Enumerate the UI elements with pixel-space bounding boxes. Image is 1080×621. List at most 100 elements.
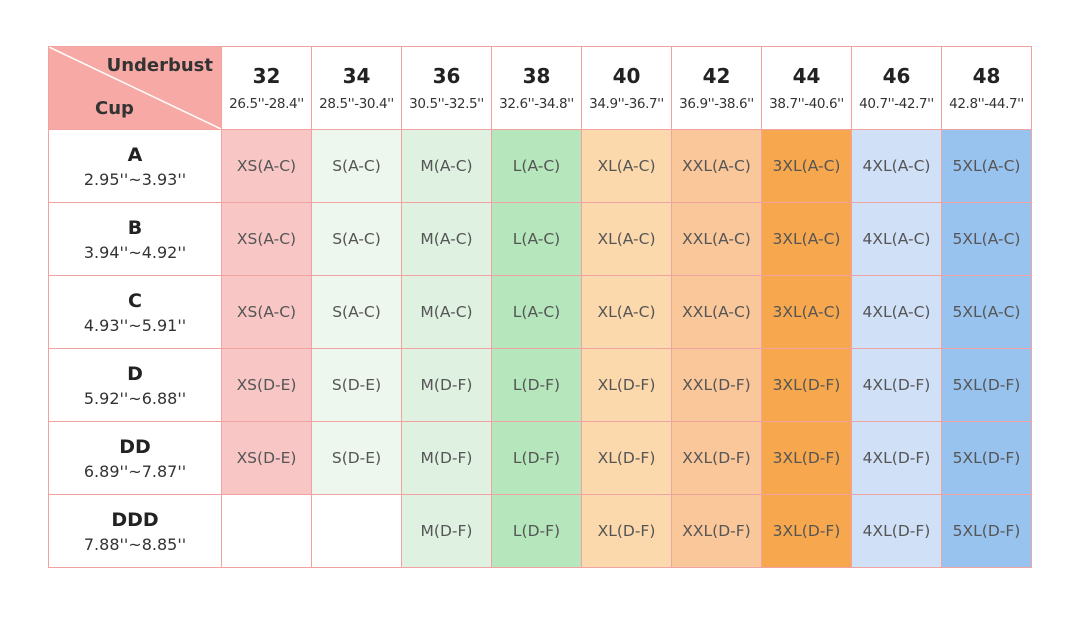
cup-range: 6.89''~7.87'' [83,461,187,481]
empty-cell [221,494,312,568]
size-cell: XS(D-E) [221,421,312,495]
size-cell: L(A-C) [491,129,582,203]
header-cell: 44 38.7''-40.6'' [761,46,852,130]
size-cell: 3XL(A-C) [761,129,852,203]
underbust-range: 28.5''-30.4'' [319,96,394,112]
cup-range: 3.94''~4.92'' [83,242,187,262]
size-cell: M(A-C) [401,275,492,349]
size-cell: S(D-E) [311,421,402,495]
size-cell: 3XL(D-F) [761,348,852,422]
size: 42 [702,64,731,88]
underbust-range: 34.9''-36.7'' [589,96,664,112]
cup-cell: C 4.93''~5.91'' [48,275,222,349]
size-cell: 4XL(D-F) [851,494,942,568]
size-cell: XXL(A-C) [671,275,762,349]
header-cell: 40 34.9''-36.7'' [581,46,672,130]
underbust-range: 30.5''-32.5'' [409,96,484,112]
size-cell: 5XL(A-C) [941,129,1032,203]
cup-range: 4.93''~5.91'' [83,315,187,335]
cup-range: 7.88''~8.85'' [83,534,187,554]
diagonal [49,47,221,129]
size-cell: XL(A-C) [581,129,672,203]
size-cell: XXL(D-F) [671,494,762,568]
size-cell: L(D-F) [491,494,582,568]
size-cell: 4XL(A-C) [851,129,942,203]
size: 34 [342,64,371,88]
cup-cell: D 5.92''~6.88'' [48,348,222,422]
size-cell: 5XL(D-F) [941,421,1032,495]
size-cell: M(A-C) [401,202,492,276]
size-cell: XL(D-F) [581,421,672,495]
corner-cell: Underbust Cup [48,46,222,130]
size-cell: 3XL(D-F) [761,494,852,568]
size-cell: L(D-F) [491,421,582,495]
cup-range: 2.95''~3.93'' [83,169,187,189]
underbust-range: 38.7''-40.6'' [769,96,844,112]
size-cell: 3XL(D-F) [761,421,852,495]
size-cell: 5XL(D-F) [941,494,1032,568]
header-cell: 32 26.5''-28.4'' [221,46,312,130]
header-cell: 42 36.9''-38.6'' [671,46,762,130]
row: DD 6.89''~7.87'' XS(D-E) S(D-E) M(D-F) L(D-F)… [48,421,1032,495]
size-cell: XXL(A-C) [671,129,762,203]
size-cell: XS(A-C) [221,129,312,203]
size-cell: XL(A-C) [581,275,672,349]
size-cell: L(D-F) [491,348,582,422]
size-cell: 3XL(A-C) [761,202,852,276]
size: 44 [792,64,821,88]
cup-range: 5.92''~6.88'' [83,388,187,408]
row: C 4.93''~5.91'' XS(A-C) S(A-C) M(A-C) L(A-C) X… [48,275,1032,349]
size-cell: L(A-C) [491,202,582,276]
size-cell: XXL(A-C) [671,202,762,276]
size: 38 [522,64,551,88]
underbust-range: 36.9''-38.6'' [679,96,754,112]
cup-name: C [128,289,142,312]
size-cell: M(D-F) [401,421,492,495]
size-cell: XL(D-F) [581,494,672,568]
size-cell: M(D-F) [401,348,492,422]
size-cell: XXL(D-F) [671,348,762,422]
size: 32 [252,64,281,88]
size-cell: S(D-E) [311,348,402,422]
underbust-range: 32.6''-34.8'' [499,96,574,112]
size-cell: M(D-F) [401,494,492,568]
cup-label: Cup [95,98,134,119]
size-cell: XS(A-C) [221,202,312,276]
header-cell: 48 42.8''-44.7'' [941,46,1032,130]
size-cell: S(A-C) [311,202,402,276]
empty-cell [311,494,402,568]
size-cell: XS(D-E) [221,348,312,422]
size-cell: XL(A-C) [581,202,672,276]
size: 40 [612,64,641,88]
underbust-range: 40.7''-42.7'' [859,96,934,112]
size-cell: XS(A-C) [221,275,312,349]
size: 36 [432,64,461,88]
cup-cell: DD 6.89''~7.87'' [48,421,222,495]
cup-name: A [127,143,143,166]
underbust-label: Underbust [106,55,213,76]
cup-cell: DDD 7.88''~8.85'' [48,494,222,568]
row: D 5.92''~6.88'' XS(D-E) S(D-E) M(D-F) L(D-F) X… [48,348,1032,422]
size: 48 [972,64,1001,88]
size-cell: 4XL(D-F) [851,421,942,495]
size-cell: XL(D-F) [581,348,672,422]
size-cell: 5XL(D-F) [941,348,1032,422]
header-cell: 34 28.5''-30.4'' [311,46,402,130]
size-cell: L(A-C) [491,275,582,349]
header-row: Underbust Cup 32 26.5''-28.4'' 34 28.5''-30… [48,46,1032,130]
size-cell: S(A-C) [311,275,402,349]
cup-name: DD [119,435,151,458]
size-cell: XXL(D-F) [671,421,762,495]
underbust-range: 42.8''-44.7'' [949,96,1024,112]
size-chart: Underbust Cup 32 26.5''-28.4'' 34 28.5''-30… [48,46,1032,568]
size-cell: S(A-C) [311,129,402,203]
header-cell: 46 40.7''-42.7'' [851,46,942,130]
size-cell: 3XL(A-C) [761,275,852,349]
size-cell: 5XL(A-C) [941,202,1032,276]
row: B 3.94''~4.92'' XS(A-C) S(A-C) M(A-C) L(A-C) X… [48,202,1032,276]
cup-cell: A 2.95''~3.93'' [48,129,222,203]
size-cell: 4XL(D-F) [851,348,942,422]
size-cell: M(A-C) [401,129,492,203]
cup-name: DDD [111,508,159,531]
size-cell: 4XL(A-C) [851,202,942,276]
